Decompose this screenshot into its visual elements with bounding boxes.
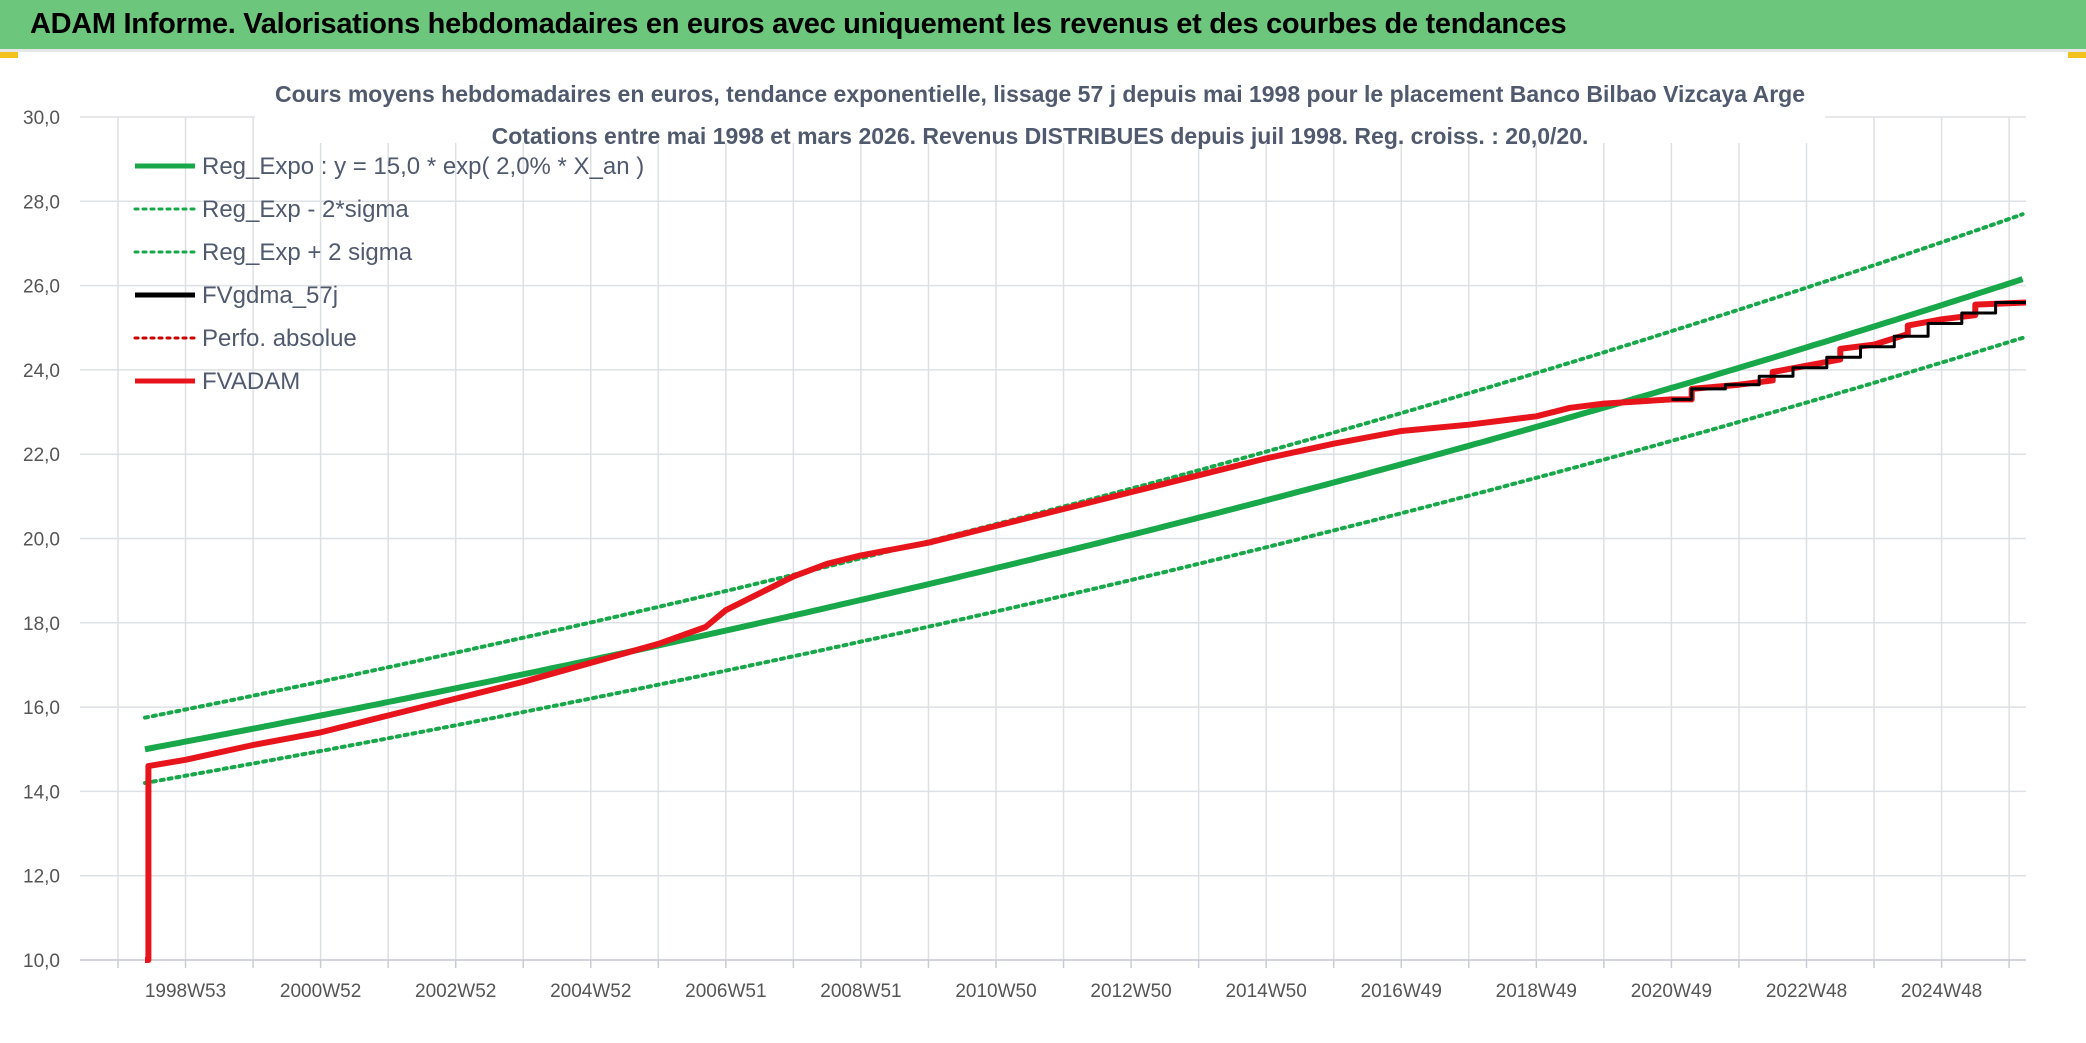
x-tick-label: 2024W48 [1901,981,1982,1002]
x-tick-label: 2022W48 [1766,981,1847,1002]
corner-marker-left [0,52,18,58]
x-axis: 1998W53 2000W52 2002W52 2004W52 2006W51 2008W… [80,959,2026,1002]
legend: Reg_Expo : y = 15,0 * exp( 2,0% * X_an )… [133,153,644,395]
chart-subtitle: Cotations entre mai 1998 et mars 2026. R… [492,123,1589,149]
legend-label: Perfo. absolue [202,325,357,352]
x-tick-label: 2000W52 [280,981,361,1002]
y-tick-label: 10,0 [23,951,60,972]
legend-label: FVgdma_57j [202,282,338,309]
page-title: ADAM Informe. Valorisations hebdomadaire… [30,8,1567,40]
x-tick-label: 2012W50 [1090,981,1171,1002]
x-tick-label: 1998W53 [145,981,226,1002]
legend-label: Reg_Exp + 2 sigma [202,239,413,266]
corner-marker-right [2068,52,2086,58]
y-tick-label: 30,0 [23,108,60,129]
y-tick-label: 16,0 [23,698,60,719]
legend-label: Reg_Exp - 2*sigma [202,196,409,223]
title-background [255,77,1825,143]
chart-area: 10,0 12,0 14,0 16,0 18,0 20,0 22,0 24,0 26,0 28,0… [0,55,2086,1038]
y-tick-label: 26,0 [23,277,60,298]
series-line-1 [143,335,2025,785]
chart-svg: 10,0 12,0 14,0 16,0 18,0 20,0 22,0 24,0 26,0 28,0… [23,77,2027,1002]
x-tick-label: 2002W52 [415,981,496,1002]
x-tick-label: 2020W49 [1631,981,1712,1002]
y-tick-label: 14,0 [23,782,60,803]
x-tick-label: 2018W49 [1496,981,1577,1002]
y-tick-label: 18,0 [23,614,60,635]
y-tick-label: 22,0 [23,445,60,466]
series-lines [143,212,2027,963]
y-tick-label: 12,0 [23,867,60,888]
series-line-5 [145,299,2027,963]
header-banner: ADAM Informe. Valorisations hebdomadaire… [0,0,2086,52]
x-tick-label: 2014W50 [1225,981,1306,1002]
chart-title: Cours moyens hebdomadaires en euros, ten… [275,81,1805,107]
x-tick-label: 2008W51 [820,981,901,1002]
legend-label: Reg_Expo : y = 15,0 * exp( 2,0% * X_an ) [202,153,644,180]
x-tick-label: 2016W49 [1361,981,1442,1002]
x-tick-label: 2010W50 [955,981,1036,1002]
y-axis: 10,0 12,0 14,0 16,0 18,0 20,0 22,0 24,0 26,0 28,0… [23,108,60,972]
x-tick-label: 2006W51 [685,981,766,1002]
legend-label: FVADAM [202,368,300,395]
x-tick-label: 2004W52 [550,981,631,1002]
y-tick-label: 28,0 [23,192,60,213]
series-line-2 [143,212,2025,720]
y-tick-label: 20,0 [23,530,60,551]
series-line-3 [1671,301,2026,401]
series-line-0 [144,276,2024,753]
y-tick-label: 24,0 [23,361,60,382]
